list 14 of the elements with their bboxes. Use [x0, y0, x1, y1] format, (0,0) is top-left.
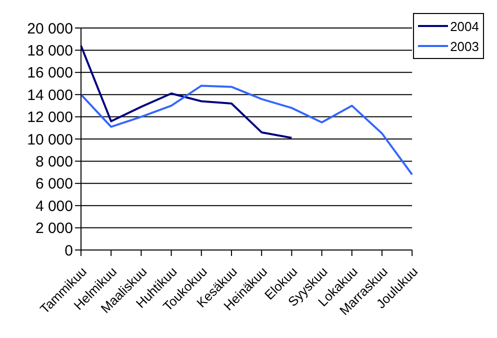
- y-tick-label: 20 000: [27, 20, 73, 38]
- y-tick-label: 12 000: [27, 109, 73, 126]
- y-tick-label: 16 000: [27, 64, 73, 82]
- legend-label: 2003: [450, 38, 479, 54]
- y-tick-label: 14 000: [27, 86, 73, 104]
- y-tick-label: 8 000: [35, 154, 73, 171]
- y-tick-label: 18 000: [27, 42, 73, 60]
- y-tick-label: 10 000: [27, 131, 73, 148]
- y-tick-label: 2 000: [35, 220, 73, 238]
- y-tick-label: 0: [64, 242, 73, 260]
- y-tick-label: 4 000: [35, 198, 73, 215]
- legend-label: 2004: [450, 18, 479, 34]
- line-series: [80, 44, 293, 139]
- y-tick-label: 6 000: [35, 176, 73, 193]
